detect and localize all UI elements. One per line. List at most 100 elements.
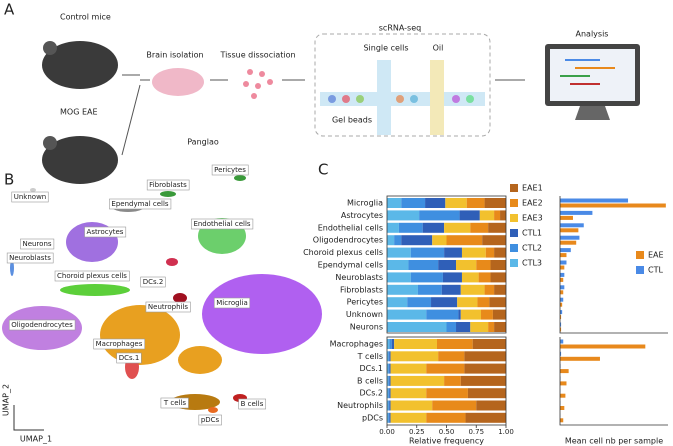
label-box xyxy=(146,179,190,191)
bar xyxy=(560,285,565,290)
x-tick-label: 0.00 xyxy=(379,428,395,436)
cluster-label: Neurons xyxy=(22,240,51,248)
cluster-label: Neuroblasts xyxy=(9,254,51,262)
bar-segment xyxy=(436,339,473,349)
bar-segment xyxy=(389,400,391,411)
label-box xyxy=(84,226,127,238)
bar-segment xyxy=(485,247,495,258)
y-tick-label: Choroid plexus cells xyxy=(303,248,383,257)
cluster-label: Microglia xyxy=(216,299,247,307)
bar-segment xyxy=(477,297,490,308)
cluster-label: T cells xyxy=(163,399,187,407)
y-tick-label: DCs.1 xyxy=(359,364,383,373)
legend-label: CTL2 xyxy=(522,244,542,253)
y-tick-label: Oligodendrocytes xyxy=(313,236,383,245)
legend-swatch xyxy=(510,259,518,267)
label-box xyxy=(198,414,222,426)
bar xyxy=(560,302,563,307)
cluster-label: Unknown xyxy=(14,193,47,201)
bar xyxy=(560,351,562,356)
bar xyxy=(560,369,569,374)
label: Gel beads xyxy=(332,116,372,125)
bar xyxy=(560,406,565,410)
bar xyxy=(560,272,565,277)
bar-segment xyxy=(464,363,506,374)
bar xyxy=(560,253,567,258)
bar-segment xyxy=(460,284,485,295)
bar-segment xyxy=(441,284,461,295)
label: MOG EAE xyxy=(60,108,98,117)
bar-segment xyxy=(466,198,485,208)
umap-clusters xyxy=(2,175,322,413)
panel-b: B Pericytes Fibroblasts Unknown Ependymal c… xyxy=(2,164,322,444)
legend-swatch xyxy=(510,199,518,207)
bar-segment xyxy=(389,412,391,423)
bar-segment xyxy=(388,388,390,399)
bar xyxy=(560,290,564,295)
y-tick-label: Unknown xyxy=(346,310,383,319)
legend-label: CTL3 xyxy=(522,259,542,268)
cluster-label: Choroid plexus cells xyxy=(57,272,127,280)
panel-axes xyxy=(559,337,668,426)
screen-lines xyxy=(560,59,615,85)
bar-segment xyxy=(410,272,443,283)
bar-segment xyxy=(464,351,506,362)
bar-segment xyxy=(389,363,391,374)
bar-segment xyxy=(461,272,479,283)
bar-segment xyxy=(500,210,506,221)
bar-segment xyxy=(390,400,433,411)
bar-segment xyxy=(470,322,489,332)
bar-segment xyxy=(442,272,462,283)
bar-segment xyxy=(389,351,391,362)
bar-segment xyxy=(470,222,489,233)
bar xyxy=(560,215,573,220)
bar xyxy=(560,393,566,398)
bar xyxy=(560,322,562,327)
bar-segment xyxy=(419,210,460,221)
bar-segment xyxy=(387,272,411,283)
umap-axes xyxy=(13,405,44,431)
bar-segment xyxy=(387,235,395,246)
bar-segment xyxy=(472,339,506,349)
bar-segment xyxy=(388,363,390,374)
bar-segment xyxy=(401,198,426,208)
bar-segment xyxy=(446,322,457,332)
bar-segment xyxy=(444,247,462,258)
label: scRNA-seq xyxy=(379,24,421,33)
bar xyxy=(560,223,584,228)
bar-segment xyxy=(476,260,491,270)
y-tick-label: DCs.2 xyxy=(359,389,383,398)
label-box xyxy=(213,297,251,309)
y-tick-label: Pericytes xyxy=(347,298,383,307)
legend-swatch xyxy=(510,244,518,252)
legend-swatch xyxy=(636,266,644,274)
y-tick-label: Macrophages xyxy=(330,340,383,349)
bar-segment xyxy=(490,272,506,283)
bar-segment xyxy=(390,388,427,399)
bar-segment xyxy=(387,284,418,295)
bar-segment xyxy=(387,198,402,208)
cluster-label: pDCs xyxy=(201,416,220,424)
bar-segment xyxy=(387,351,389,362)
axis-label: UMAP_1 xyxy=(20,435,52,444)
bar-segment xyxy=(460,375,506,386)
label-box xyxy=(8,319,76,331)
bar-segment xyxy=(390,412,427,423)
bar-segment xyxy=(387,400,389,411)
bar-segment xyxy=(387,375,389,386)
label-box xyxy=(109,198,172,210)
legend-label: CTL1 xyxy=(522,229,542,238)
bar xyxy=(560,198,629,203)
bar-segment xyxy=(388,400,390,411)
bar-segment xyxy=(482,235,506,246)
label: Tissue dissociation xyxy=(219,51,295,60)
bar-segment xyxy=(458,309,461,320)
bar xyxy=(560,260,567,265)
legend-label: CTL xyxy=(648,266,663,275)
bar-segment xyxy=(457,297,478,308)
label: Control mice xyxy=(60,13,111,22)
bar-segment xyxy=(426,388,468,399)
bar xyxy=(560,248,571,253)
label-box xyxy=(140,276,166,288)
label-box xyxy=(211,164,249,176)
